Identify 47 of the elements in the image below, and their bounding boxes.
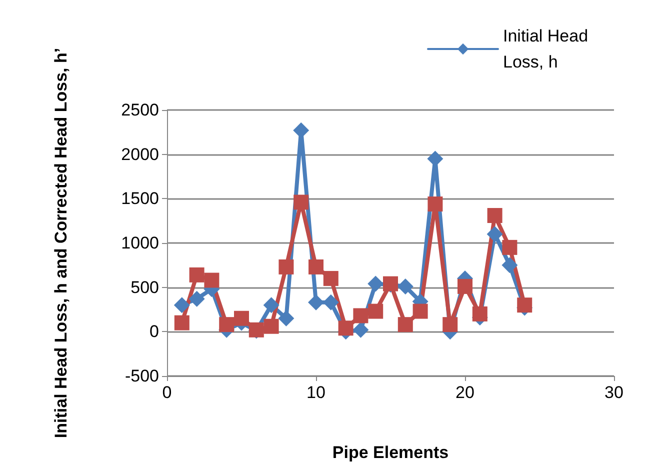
- y-tick-label: 1000: [121, 234, 159, 252]
- point: [517, 298, 532, 313]
- point: [219, 317, 234, 332]
- y-axis-title: Initial Head Loss, h and Corrected Head Loss, h’: [52, 48, 70, 438]
- x-tick-label: 30: [604, 383, 624, 402]
- y-tick-label: 1500: [121, 189, 159, 208]
- point: [323, 270, 338, 286]
- point: [442, 317, 458, 332]
- y-tick-label: 2500: [121, 100, 159, 120]
- point: [368, 276, 384, 292]
- point: [352, 322, 369, 338]
- point: [487, 208, 502, 224]
- point: [189, 267, 204, 282]
- point: [234, 310, 249, 326]
- point: [308, 259, 324, 274]
- point: [486, 226, 503, 242]
- point: [428, 196, 443, 212]
- x-axis-title: Pipe Elements: [332, 443, 449, 462]
- point: [204, 272, 220, 288]
- point: [174, 315, 190, 330]
- point: [502, 257, 518, 274]
- point: [502, 240, 518, 255]
- point: [294, 194, 309, 210]
- point: [412, 304, 428, 319]
- point: [278, 259, 294, 274]
- point: [398, 317, 413, 332]
- point: [308, 294, 324, 310]
- point: [353, 308, 368, 324]
- y-tick-label: 500: [130, 278, 159, 297]
- y-tick-label: 0: [150, 322, 159, 342]
- point: [174, 297, 190, 314]
- point: [368, 304, 384, 319]
- point: [322, 294, 339, 310]
- point: [397, 278, 414, 294]
- y-tick-label: -500: [124, 366, 159, 386]
- x-tick-label: 0: [162, 383, 172, 402]
- point: [263, 297, 280, 314]
- point: [278, 310, 294, 326]
- y-tick-label: 2000: [121, 144, 159, 164]
- point: [293, 122, 310, 138]
- x-tick-label: 20: [456, 383, 474, 402]
- point: [338, 320, 354, 336]
- point: [458, 278, 472, 294]
- point: [188, 290, 205, 307]
- legend-label: Initial Head Loss, h: [503, 26, 593, 72]
- x-tick-label: 10: [306, 383, 326, 402]
- point: [264, 318, 279, 334]
